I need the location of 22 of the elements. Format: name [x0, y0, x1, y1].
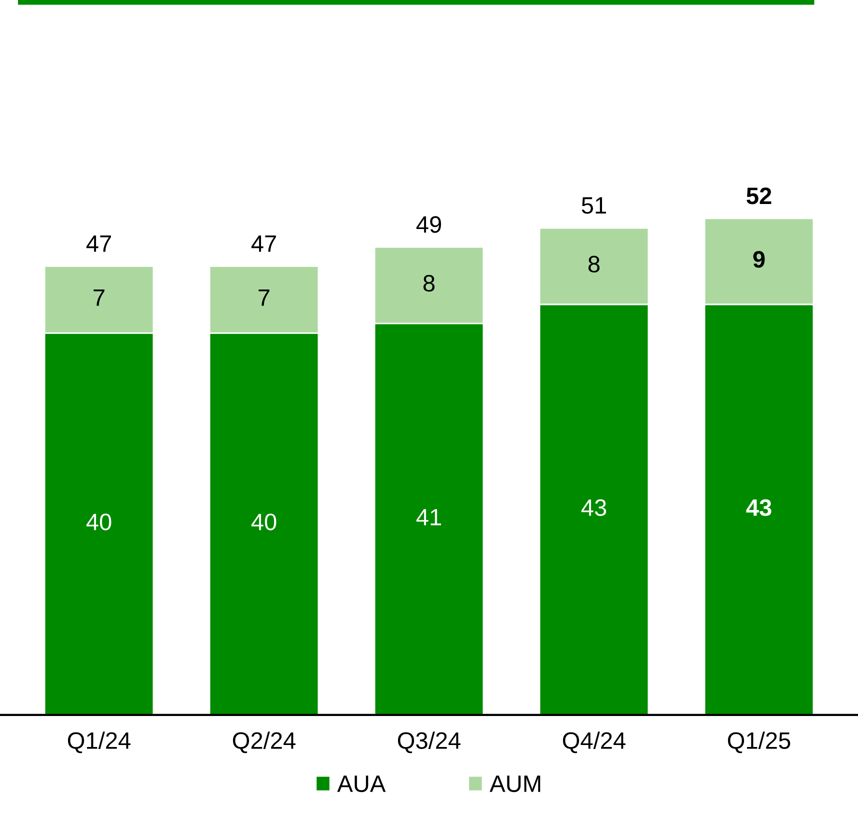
total-label: 47	[86, 236, 111, 252]
data-label: 43	[581, 499, 606, 516]
data-label: 7	[94, 289, 104, 306]
data-label: 9	[753, 251, 765, 268]
total-label: 51	[582, 197, 606, 214]
total-label: 52	[746, 188, 772, 204]
data-label: 8	[423, 274, 435, 292]
total-label: 49	[416, 216, 442, 233]
x-tick-label: Q4/24	[562, 732, 626, 754]
data-label: 41	[416, 509, 441, 526]
data-label: 8	[588, 256, 600, 273]
data-label: 40	[251, 514, 276, 530]
x-tick-label: Q2/24	[232, 732, 296, 754]
x-tick-label: Q1/24	[68, 732, 130, 754]
data-label: 7	[258, 289, 270, 306]
legend-label: AUM	[490, 776, 540, 792]
total-label: 47	[251, 236, 276, 252]
x-tick-label: Q1/25	[728, 732, 790, 754]
data-label: 43	[746, 499, 772, 516]
legend-label: AUA	[337, 776, 386, 792]
data-label: 40	[86, 514, 112, 530]
x-tick-label: Q3/24	[398, 732, 460, 754]
